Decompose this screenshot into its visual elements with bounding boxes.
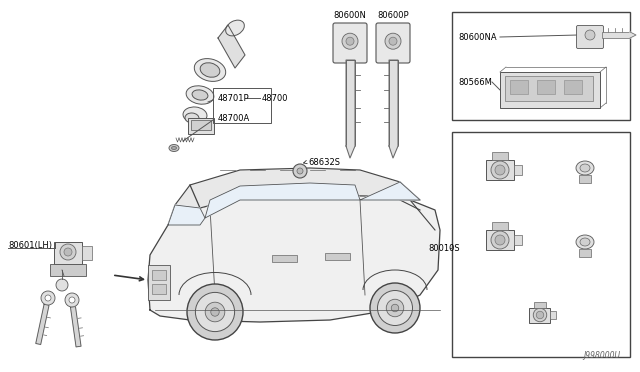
Text: 80601(LH): 80601(LH) [8,241,52,250]
Text: 68632S: 68632S [308,157,340,167]
Circle shape [378,291,413,326]
Circle shape [65,293,79,307]
Bar [188,118,214,134]
Bar [452,12,630,120]
Polygon shape [205,183,360,218]
Polygon shape [218,25,245,68]
Bar [325,253,350,260]
Ellipse shape [580,238,590,246]
Ellipse shape [192,90,208,100]
Bar [50,264,86,276]
Polygon shape [389,146,398,158]
Bar [272,255,297,262]
Ellipse shape [576,161,594,175]
Bar [529,308,550,323]
Bar [82,246,92,260]
Polygon shape [70,307,81,347]
Circle shape [533,308,547,322]
Polygon shape [360,182,420,200]
Circle shape [391,304,399,312]
Circle shape [585,30,595,40]
Bar [213,88,271,123]
Bar [564,80,582,94]
Bar [550,311,557,319]
Bar [389,60,398,146]
Circle shape [56,279,68,291]
Bar [579,175,591,183]
Text: 48701P: 48701P [218,93,250,103]
Bar [505,76,593,101]
Circle shape [387,299,404,317]
Circle shape [370,283,420,333]
Text: 80600NA: 80600NA [458,32,497,42]
Bar [510,80,528,94]
Circle shape [346,37,354,45]
FancyBboxPatch shape [376,23,410,63]
Bar [500,72,600,108]
Text: J998000U: J998000U [583,351,620,360]
Bar [54,242,82,264]
Circle shape [495,235,505,245]
Circle shape [491,161,509,179]
Circle shape [536,311,544,319]
Polygon shape [148,195,440,322]
Ellipse shape [200,63,220,77]
Circle shape [491,231,509,249]
Ellipse shape [172,147,177,150]
FancyBboxPatch shape [333,23,367,63]
Text: 80010S: 80010S [428,244,460,253]
Circle shape [41,291,55,305]
Circle shape [211,308,219,316]
Bar [537,80,555,94]
Circle shape [187,284,243,340]
FancyBboxPatch shape [577,26,604,48]
Bar [486,230,514,250]
Text: 80566M: 80566M [458,77,492,87]
Bar [492,222,508,230]
Bar [452,132,630,357]
Circle shape [69,297,75,303]
Ellipse shape [186,86,214,104]
Bar [514,235,522,245]
Bar [514,165,522,175]
Circle shape [297,168,303,174]
Circle shape [205,302,225,322]
Ellipse shape [183,107,207,123]
Text: 80600P: 80600P [377,11,409,20]
Circle shape [64,248,72,256]
Bar [346,60,355,146]
Bar [191,120,211,130]
Polygon shape [346,146,355,158]
Polygon shape [205,183,360,218]
Circle shape [195,292,235,331]
Circle shape [495,165,505,175]
Circle shape [385,33,401,49]
Circle shape [60,244,76,260]
Text: 80600N: 80600N [333,11,367,20]
Bar [492,152,508,160]
Circle shape [45,295,51,301]
Bar [534,301,546,308]
Circle shape [389,37,397,45]
Bar [602,32,630,38]
Ellipse shape [576,235,594,249]
Polygon shape [168,205,205,225]
Bar [152,284,166,294]
Polygon shape [630,32,636,38]
Ellipse shape [169,144,179,151]
Bar [152,270,166,280]
Text: 48700A: 48700A [218,113,250,122]
Ellipse shape [185,113,199,123]
Bar [579,249,591,257]
Ellipse shape [195,59,226,81]
Polygon shape [168,168,420,225]
Text: 48700: 48700 [262,93,289,103]
Ellipse shape [226,20,244,36]
Ellipse shape [580,164,590,172]
Bar [486,160,514,180]
Circle shape [293,164,307,178]
Bar [148,265,170,300]
Circle shape [342,33,358,49]
Polygon shape [36,304,49,344]
